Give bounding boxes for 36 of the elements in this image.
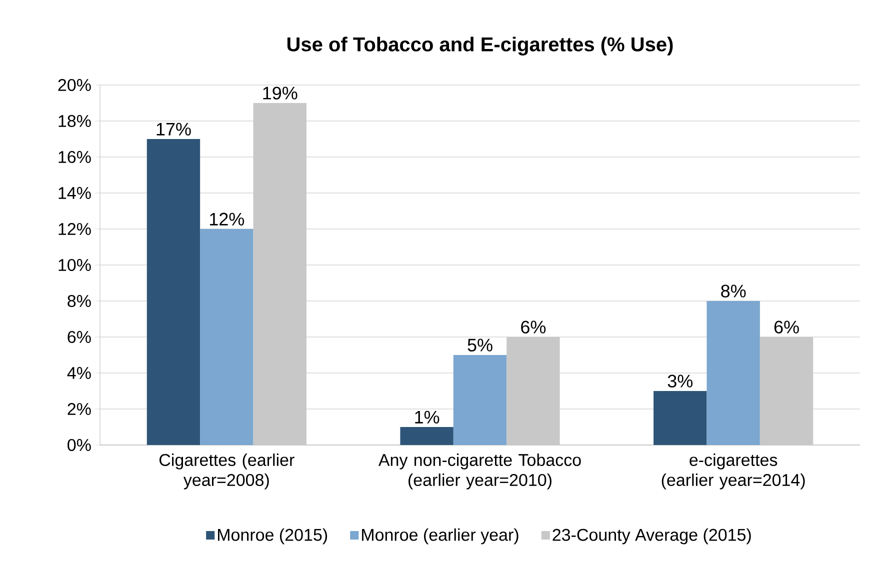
data-label: 12%	[210, 212, 244, 226]
y-tick-label: 4%	[67, 367, 91, 379]
y-tick-label: 10%	[58, 258, 91, 272]
data-label: 17%	[156, 122, 191, 136]
y-tick-label: 8%	[68, 294, 91, 308]
y-tick-label: 0%	[68, 438, 91, 452]
bar	[253, 103, 306, 445]
legend-label: 23-County Average (2015)	[552, 528, 751, 544]
y-tick-label: 20%	[58, 78, 91, 92]
bar	[760, 337, 814, 445]
data-label: 6%	[774, 320, 799, 334]
bar	[453, 355, 507, 445]
y-tick-label: 18%	[58, 114, 91, 128]
x-tick-label: Cigarettes (earlier year=2008)	[160, 454, 294, 490]
data-label: 19%	[263, 86, 298, 100]
chart-title: Use of Tobacco and E-cigarettes (% Use)	[287, 36, 673, 56]
data-label: 5%	[468, 338, 492, 352]
data-label: 1%	[415, 410, 440, 424]
legend-label: Monroe (2015)	[218, 528, 328, 544]
y-tick-label: 14%	[58, 187, 91, 199]
bar	[706, 301, 760, 445]
bar	[200, 229, 254, 445]
bar	[146, 139, 200, 445]
y-tick-label: 2%	[68, 403, 91, 415]
y-tick-label: 16%	[58, 150, 91, 164]
bar	[654, 391, 707, 445]
legend-label: Monroe (earlier year)	[362, 528, 518, 544]
x-tick-label: Any non-cigarette Tobacco (earlier year=2010)	[378, 454, 581, 490]
data-label: 8%	[721, 284, 746, 298]
y-tick-label: 6%	[68, 330, 91, 344]
data-label: 6%	[521, 320, 546, 334]
bar	[400, 427, 454, 445]
y-tick-label: 12%	[58, 223, 91, 235]
bar	[506, 337, 560, 445]
data-label: 3%	[668, 374, 693, 388]
x-tick-label: e-cigarettes (earlier year=2014)	[662, 454, 805, 490]
